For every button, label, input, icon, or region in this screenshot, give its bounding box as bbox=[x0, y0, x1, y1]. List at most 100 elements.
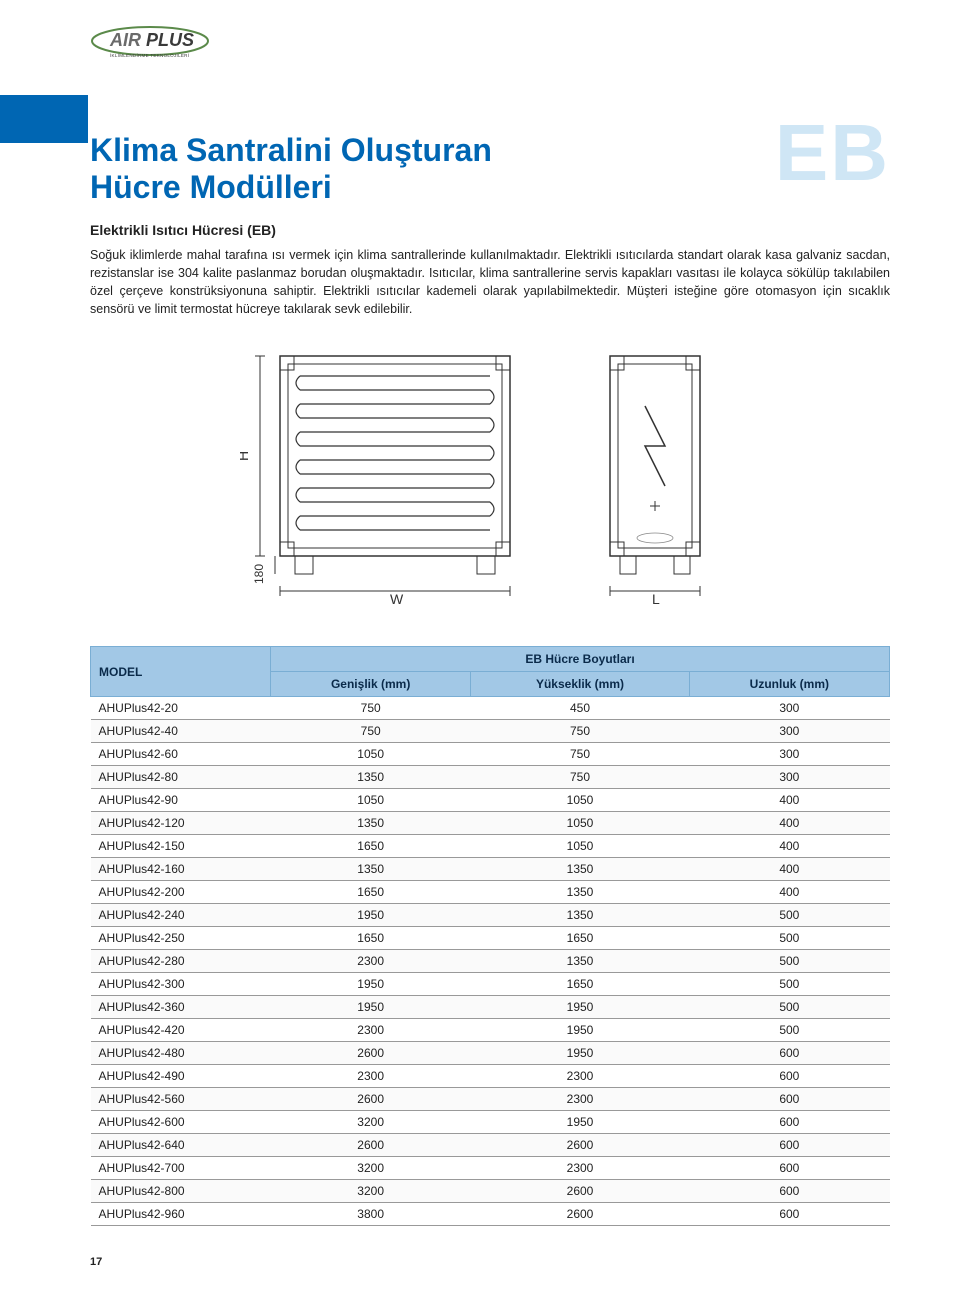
model-cell: AHUPlus42-240 bbox=[91, 904, 271, 927]
value-cell: 600 bbox=[689, 1065, 889, 1088]
value-cell: 1950 bbox=[471, 996, 689, 1019]
value-cell: 600 bbox=[689, 1088, 889, 1111]
title-line-1: Klima Santralini Oluşturan bbox=[90, 132, 492, 168]
value-cell: 750 bbox=[471, 766, 689, 789]
value-cell: 1350 bbox=[471, 904, 689, 927]
side-accent-bar bbox=[0, 95, 88, 143]
value-cell: 2300 bbox=[471, 1157, 689, 1180]
table-row: AHUPlus42-70032002300600 bbox=[91, 1157, 890, 1180]
value-cell: 600 bbox=[689, 1111, 889, 1134]
value-cell: 600 bbox=[689, 1180, 889, 1203]
model-cell: AHUPlus42-80 bbox=[91, 766, 271, 789]
value-cell: 1950 bbox=[471, 1019, 689, 1042]
table-row: AHUPlus42-20016501350400 bbox=[91, 881, 890, 904]
model-cell: AHUPlus42-490 bbox=[91, 1065, 271, 1088]
brand-logo: AIR PLUS İKLİMLENDİRME TEKNOLOJİLERİ bbox=[90, 20, 890, 62]
model-cell: AHUPlus42-480 bbox=[91, 1042, 271, 1065]
dim-l-label: L bbox=[652, 591, 660, 606]
table-row: AHUPlus42-64026002600600 bbox=[91, 1134, 890, 1157]
value-cell: 600 bbox=[689, 1157, 889, 1180]
value-cell: 400 bbox=[689, 812, 889, 835]
model-cell: AHUPlus42-90 bbox=[91, 789, 271, 812]
value-cell: 2300 bbox=[271, 1065, 471, 1088]
table-row: AHUPlus42-24019501350500 bbox=[91, 904, 890, 927]
value-cell: 1350 bbox=[271, 858, 471, 881]
table-row: AHUPlus42-56026002300600 bbox=[91, 1088, 890, 1111]
value-cell: 2600 bbox=[271, 1042, 471, 1065]
model-cell: AHUPlus42-20 bbox=[91, 697, 271, 720]
value-cell: 3200 bbox=[271, 1180, 471, 1203]
page-number: 17 bbox=[90, 1256, 890, 1268]
value-cell: 600 bbox=[689, 1134, 889, 1157]
value-cell: 2600 bbox=[471, 1134, 689, 1157]
value-cell: 300 bbox=[689, 697, 889, 720]
value-cell: 1350 bbox=[471, 858, 689, 881]
value-cell: 750 bbox=[271, 697, 471, 720]
value-cell: 1950 bbox=[471, 1042, 689, 1065]
model-cell: AHUPlus42-60 bbox=[91, 743, 271, 766]
value-cell: 2600 bbox=[271, 1088, 471, 1111]
table-row: AHUPlus42-60032001950600 bbox=[91, 1111, 890, 1134]
value-cell: 1650 bbox=[271, 881, 471, 904]
value-cell: 300 bbox=[689, 720, 889, 743]
table-row: AHUPlus42-16013501350400 bbox=[91, 858, 890, 881]
value-cell: 500 bbox=[689, 1019, 889, 1042]
value-cell: 1050 bbox=[471, 812, 689, 835]
value-cell: 400 bbox=[689, 789, 889, 812]
value-cell: 300 bbox=[689, 766, 889, 789]
value-cell: 1950 bbox=[471, 1111, 689, 1134]
table-row: AHUPlus42-80032002600600 bbox=[91, 1180, 890, 1203]
svg-text:PLUS: PLUS bbox=[146, 30, 194, 50]
value-cell: 3200 bbox=[271, 1111, 471, 1134]
title-line-2: Hücre Modülleri bbox=[90, 169, 332, 205]
value-cell: 2600 bbox=[471, 1180, 689, 1203]
table-row: AHUPlus42-28023001350500 bbox=[91, 950, 890, 973]
col-length: Uzunluk (mm) bbox=[689, 672, 889, 697]
table-caption: EB Hücre Boyutları bbox=[271, 647, 890, 672]
value-cell: 1050 bbox=[471, 835, 689, 858]
value-cell: 1050 bbox=[271, 789, 471, 812]
value-cell: 1350 bbox=[471, 881, 689, 904]
model-cell: AHUPlus42-200 bbox=[91, 881, 271, 904]
body-paragraph: Soğuk iklimlerde mahal tarafına ısı verm… bbox=[90, 246, 890, 319]
dim-offset-label: 180 bbox=[252, 564, 266, 584]
value-cell: 600 bbox=[689, 1203, 889, 1226]
value-cell: 750 bbox=[471, 743, 689, 766]
table-row: AHUPlus42-801350750300 bbox=[91, 766, 890, 789]
value-cell: 400 bbox=[689, 881, 889, 904]
table-row: AHUPlus42-25016501650500 bbox=[91, 927, 890, 950]
value-cell: 2300 bbox=[271, 950, 471, 973]
value-cell: 500 bbox=[689, 973, 889, 996]
model-cell: AHUPlus42-700 bbox=[91, 1157, 271, 1180]
model-cell: AHUPlus42-600 bbox=[91, 1111, 271, 1134]
table-row: AHUPlus42-601050750300 bbox=[91, 743, 890, 766]
value-cell: 500 bbox=[689, 904, 889, 927]
table-row: AHUPlus42-40750750300 bbox=[91, 720, 890, 743]
model-cell: AHUPlus42-420 bbox=[91, 1019, 271, 1042]
model-cell: AHUPlus42-160 bbox=[91, 858, 271, 881]
svg-text:İKLİMLENDİRME TEKNOLOJİLERİ: İKLİMLENDİRME TEKNOLOJİLERİ bbox=[110, 52, 189, 58]
col-height: Yükseklik (mm) bbox=[471, 672, 689, 697]
value-cell: 2300 bbox=[471, 1065, 689, 1088]
model-cell: AHUPlus42-640 bbox=[91, 1134, 271, 1157]
value-cell: 1050 bbox=[471, 789, 689, 812]
svg-text:AIR: AIR bbox=[109, 30, 141, 50]
technical-diagram: H 180 W bbox=[90, 346, 890, 606]
table-row: AHUPlus42-49023002300600 bbox=[91, 1065, 890, 1088]
value-cell: 1950 bbox=[271, 973, 471, 996]
table-row: AHUPlus42-20750450300 bbox=[91, 697, 890, 720]
value-cell: 2600 bbox=[271, 1134, 471, 1157]
model-cell: AHUPlus42-800 bbox=[91, 1180, 271, 1203]
table-row: AHUPlus42-12013501050400 bbox=[91, 812, 890, 835]
value-cell: 1950 bbox=[271, 996, 471, 1019]
dim-w-label: W bbox=[390, 591, 404, 606]
value-cell: 1350 bbox=[271, 812, 471, 835]
value-cell: 1350 bbox=[271, 766, 471, 789]
value-cell: 500 bbox=[689, 996, 889, 1019]
value-cell: 600 bbox=[689, 1042, 889, 1065]
table-row: AHUPlus42-15016501050400 bbox=[91, 835, 890, 858]
value-cell: 1650 bbox=[271, 927, 471, 950]
col-width: Genişlik (mm) bbox=[271, 672, 471, 697]
value-cell: 1650 bbox=[271, 835, 471, 858]
model-cell: AHUPlus42-40 bbox=[91, 720, 271, 743]
